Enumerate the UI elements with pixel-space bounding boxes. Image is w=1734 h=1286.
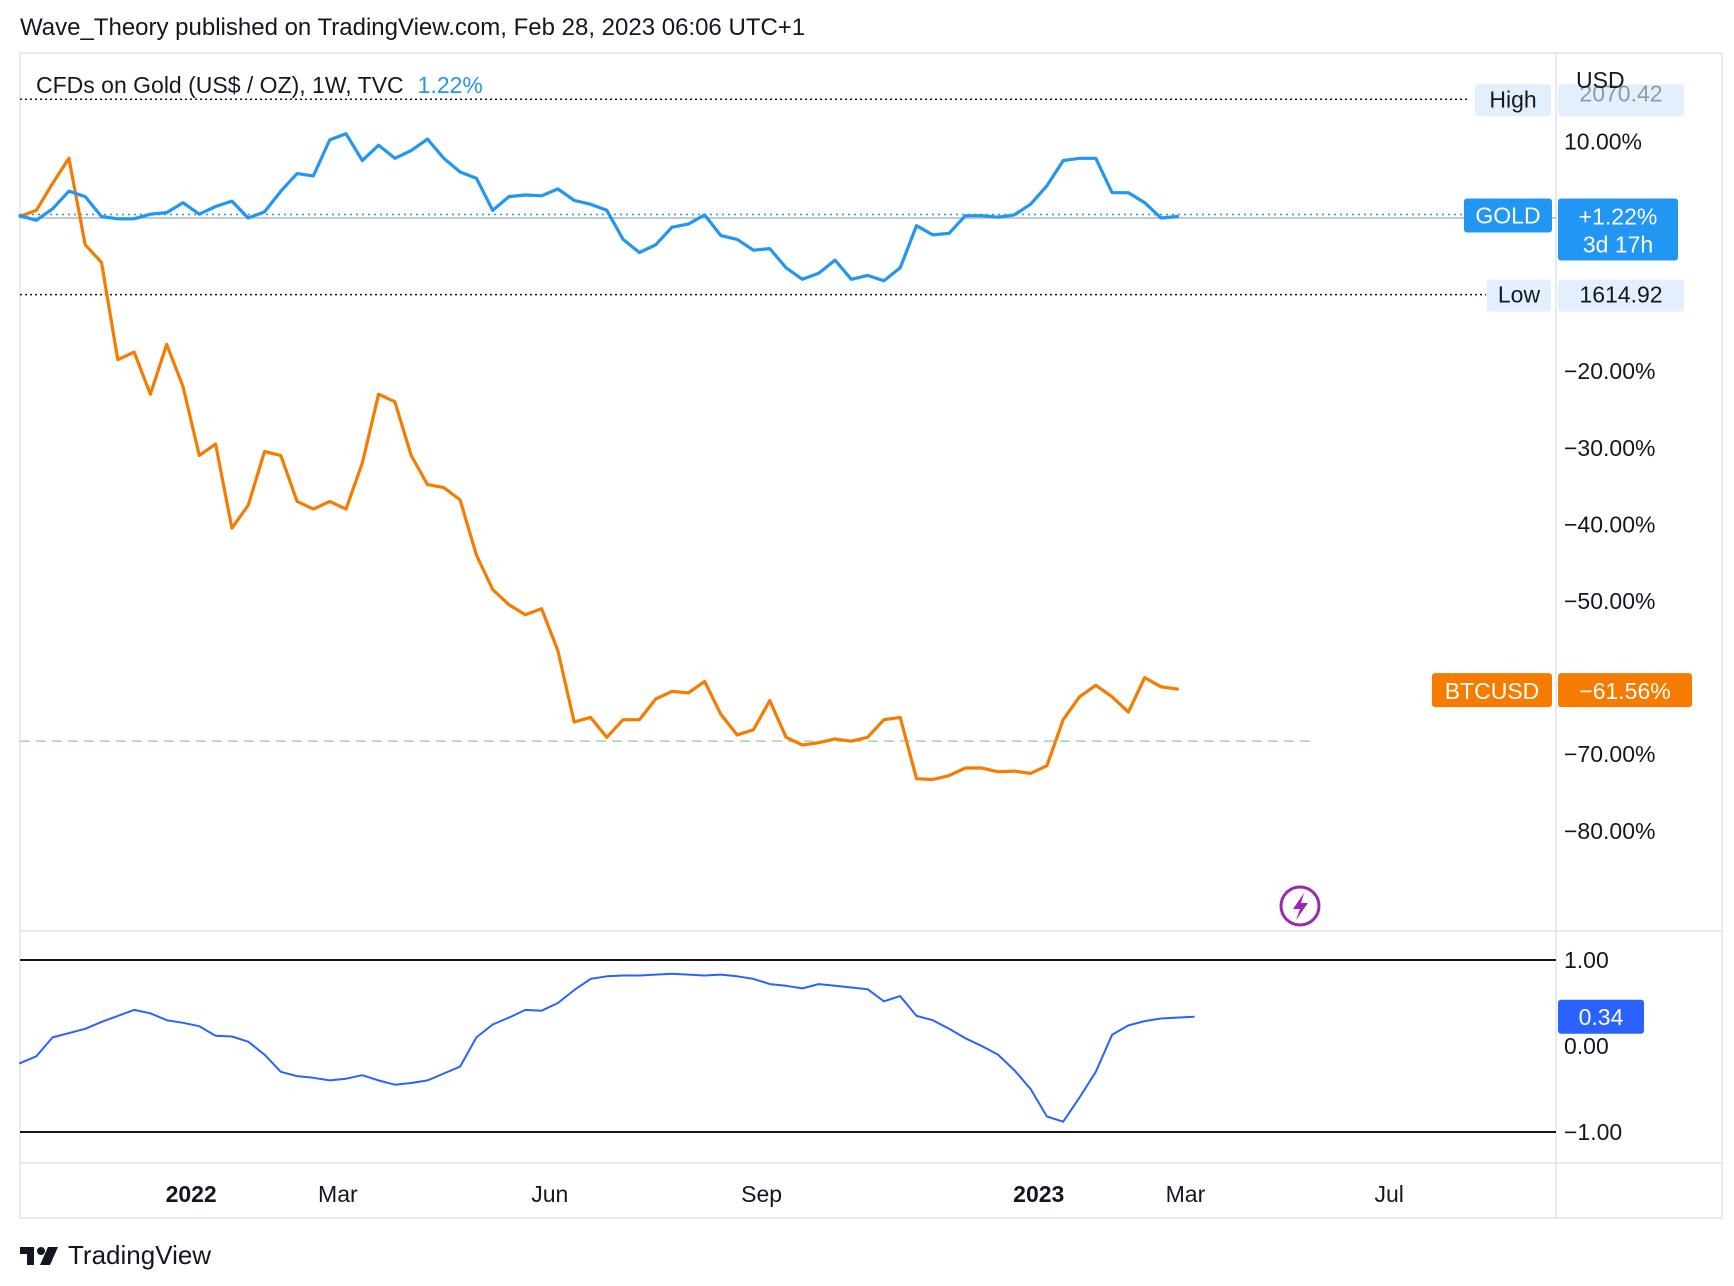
gold-series-line	[18, 132, 1179, 283]
btc-value-tag	[1558, 673, 1692, 708]
gold-countdown: 3d 17h	[1583, 231, 1653, 257]
y-tick-label: −20.00%	[1564, 358, 1655, 384]
gold-last-value: +1.22%	[1579, 203, 1658, 229]
high-value: 2070.42	[1579, 80, 1662, 106]
x-tick-label: Mar	[318, 1181, 358, 1207]
correlation-value-tag	[1558, 999, 1644, 1034]
x-tick-label: Sep	[741, 1181, 782, 1207]
y-tick-label: −50.00%	[1564, 588, 1655, 614]
chart-title: CFDs on Gold (US$ / OZ), 1W, TVC	[36, 72, 404, 98]
y-tick-label: −30.00%	[1564, 435, 1655, 461]
high-label-box	[1475, 84, 1551, 117]
chart-title-change: 1.22%	[418, 72, 483, 98]
tradingview-logo-icon	[20, 1246, 58, 1265]
x-tick-label: Mar	[1166, 1181, 1206, 1207]
lightning-icon[interactable]	[1279, 885, 1321, 927]
x-tick-label: Jul	[1374, 1181, 1403, 1207]
btc-name-tag	[1432, 673, 1552, 708]
high-label: High	[1489, 86, 1536, 112]
tradingview-logo[interactable]: TradingView	[20, 1240, 211, 1271]
low-value: 1614.92	[1579, 282, 1662, 308]
lower-y-tick-label: 0.00	[1564, 1033, 1609, 1059]
low-label: Low	[1498, 282, 1541, 308]
tradingview-brand: TradingView	[68, 1240, 212, 1270]
correlation-series-line	[19, 972, 1195, 1123]
high-value-box	[1558, 84, 1684, 117]
correlation-last-value: 0.34	[1579, 1004, 1624, 1030]
lower-y-tick-label: 1.00	[1564, 947, 1609, 973]
x-tick-label: Jun	[531, 1181, 568, 1207]
y-tick-label: −80.00%	[1564, 818, 1655, 844]
x-tick-label: 2023	[1013, 1181, 1064, 1207]
y-tick-label: −40.00%	[1564, 511, 1655, 537]
low-label-box	[1487, 279, 1551, 312]
btc-name-label: BTCUSD	[1445, 678, 1540, 704]
chart-frame	[19, 52, 1723, 1219]
x-tick-label: 2022	[166, 1181, 217, 1207]
gold-name-label: GOLD	[1475, 202, 1540, 228]
gold-value-tag	[1558, 198, 1678, 261]
btcusd-series-line	[18, 156, 1179, 782]
lower-y-tick-label: −1.00	[1564, 1119, 1622, 1145]
gold-name-tag	[1464, 198, 1552, 233]
low-value-box	[1558, 279, 1684, 312]
y-tick-label: 10.00%	[1564, 128, 1642, 154]
btc-last-value: −61.56%	[1579, 678, 1670, 704]
publisher-line: Wave_Theory published on TradingView.com…	[20, 14, 806, 41]
y-tick-label: −70.00%	[1564, 741, 1655, 767]
unit-label: USD	[1576, 67, 1625, 93]
